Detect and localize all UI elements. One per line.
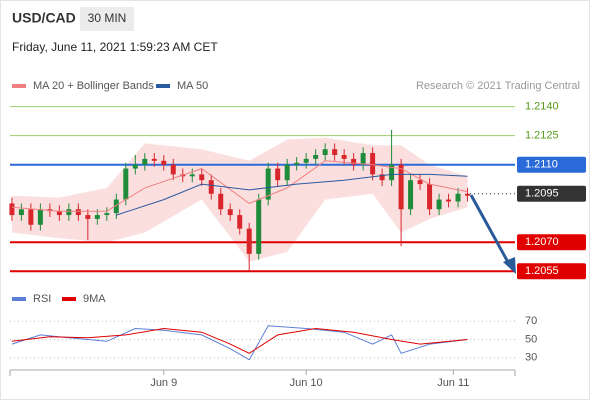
candle-body <box>379 174 385 181</box>
candle-body <box>436 199 442 210</box>
candle-body <box>389 164 395 181</box>
symbol: USD/CAD <box>12 10 76 26</box>
candle-body <box>465 193 471 196</box>
level-label: 1.2095 <box>525 188 559 200</box>
candle-body <box>75 209 81 216</box>
candle-body <box>313 155 319 159</box>
candle-body <box>132 164 138 169</box>
candle-body <box>427 184 433 210</box>
legend-swatch <box>12 84 26 88</box>
candle-body <box>446 199 452 202</box>
candle-body <box>237 215 243 229</box>
candle-body <box>94 215 100 219</box>
level-badge <box>517 234 586 251</box>
candle-body <box>37 209 43 225</box>
candle-body <box>142 158 148 165</box>
level-label: 1.2070 <box>525 236 559 248</box>
candle-body <box>294 162 300 165</box>
candle-body <box>284 164 290 181</box>
candle-body <box>455 193 461 202</box>
candle-body <box>9 203 15 216</box>
candle-body <box>256 199 262 254</box>
x-tick-label: Jun 10 <box>290 377 323 389</box>
datetime: Friday, June 11, 2021 1:59:23 AM CET <box>12 40 218 54</box>
legend-swatch <box>156 84 170 88</box>
candle-body <box>170 164 176 175</box>
candle-body <box>56 211 62 216</box>
candle-body <box>265 168 271 200</box>
level-label: 1.2055 <box>525 265 559 277</box>
legend-swatch <box>12 297 26 301</box>
x-tick-label: Jun 9 <box>150 377 177 389</box>
candle-body <box>85 215 91 219</box>
legend-swatch <box>62 297 76 301</box>
level-label: 1.2140 <box>525 100 559 112</box>
candle-body <box>66 209 72 216</box>
candle-body <box>303 158 309 163</box>
y-tick-label: 70 <box>525 315 537 327</box>
arrow-head <box>503 257 516 274</box>
candle-body <box>161 160 167 165</box>
legend-label: MA 20 + Bollinger Bands <box>33 80 154 92</box>
candle-body <box>227 209 233 216</box>
candle-body <box>322 149 328 155</box>
candle-body <box>199 174 205 181</box>
level-badge <box>517 263 586 280</box>
y-tick-label: 50 <box>525 333 537 345</box>
ma-line <box>116 173 468 216</box>
candle-body <box>408 180 414 210</box>
line <box>11 327 468 354</box>
candle-body <box>218 193 224 210</box>
level-label: 1.2125 <box>525 130 559 142</box>
interval-box <box>80 7 134 31</box>
legend-label: MA 50 <box>177 80 208 92</box>
candle-body <box>123 168 129 200</box>
level-label: 1.2110 <box>525 159 558 171</box>
x-tick-label: Jun 11 <box>437 377 469 389</box>
line <box>11 325 468 361</box>
candle-body <box>246 228 252 254</box>
candle-body <box>28 209 34 225</box>
candle-body <box>18 209 24 216</box>
candle-body <box>351 158 357 165</box>
candle-body <box>113 199 119 214</box>
legend-label: RSI <box>33 293 51 305</box>
interval: 30 MIN <box>88 11 127 25</box>
forecast-arrow <box>469 194 511 265</box>
candle-body <box>360 153 366 165</box>
candle-body <box>208 180 214 194</box>
attribution: Research © 2021 Trading Central <box>416 80 580 92</box>
candle-body <box>332 149 338 155</box>
y-tick-label: 30 <box>525 352 537 364</box>
candle-body <box>189 174 195 177</box>
level-badge <box>517 185 586 202</box>
candle-body <box>417 180 423 185</box>
candle-body <box>275 168 281 181</box>
ma-line <box>11 160 468 212</box>
candle-body <box>104 213 110 216</box>
level-badge <box>517 156 586 173</box>
candle-body <box>341 155 347 159</box>
candle-body <box>370 153 376 175</box>
legend-label: 9MA <box>83 293 106 305</box>
candle-body <box>398 164 404 210</box>
candle-body <box>151 158 157 161</box>
